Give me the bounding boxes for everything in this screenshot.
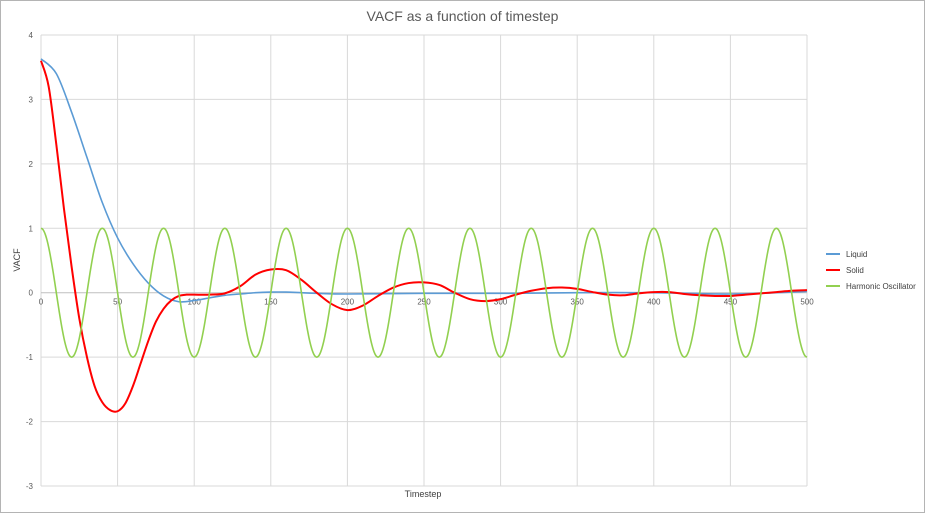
legend-item-solid: Solid: [826, 262, 916, 278]
chart-title: VACF as a function of timestep: [366, 8, 559, 24]
x-tick-label: 0: [39, 298, 44, 307]
x-tick-label: 250: [417, 298, 431, 307]
y-tick-label: 1: [29, 224, 34, 233]
legend-swatch-liquid: [826, 253, 840, 255]
y-tick-label: 0: [29, 289, 34, 298]
x-tick-label: 400: [647, 298, 661, 307]
y-tick-label: 4: [29, 31, 34, 40]
series-line-harmonic-oscillator: [40, 227, 808, 358]
y-tick-label: -1: [26, 353, 34, 362]
y-axis-label: VACF: [12, 248, 22, 272]
y-tick-label: 2: [29, 160, 34, 169]
legend: Liquid Solid Harmonic Oscillator: [826, 246, 916, 294]
x-tick-label: 500: [800, 298, 814, 307]
x-axis-label: Timestep: [404, 489, 442, 499]
series-line-liquid: [40, 58, 808, 303]
x-tick-label: 450: [724, 298, 738, 307]
legend-item-liquid: Liquid: [826, 246, 916, 262]
y-tick-label: -2: [26, 418, 34, 427]
series-line-solid: [40, 60, 808, 413]
y-tick-label: -3: [26, 482, 34, 491]
x-tick-label: 50: [113, 298, 122, 307]
x-tick-label: 100: [188, 298, 202, 307]
legend-label-harmonic-oscillator: Harmonic Oscillator: [846, 281, 916, 291]
legend-item-harmonic-oscillator: Harmonic Oscillator: [826, 278, 916, 294]
x-tick-label: 350: [571, 298, 585, 307]
x-tick-label: 300: [494, 298, 508, 307]
legend-label-solid: Solid: [846, 265, 864, 275]
y-tick-label: 3: [29, 95, 34, 104]
x-tick-label: 200: [341, 298, 355, 307]
legend-swatch-harmonic-oscillator: [826, 285, 840, 287]
legend-label-liquid: Liquid: [846, 249, 868, 259]
legend-swatch-solid: [826, 269, 840, 271]
x-tick-label: 150: [264, 298, 278, 307]
